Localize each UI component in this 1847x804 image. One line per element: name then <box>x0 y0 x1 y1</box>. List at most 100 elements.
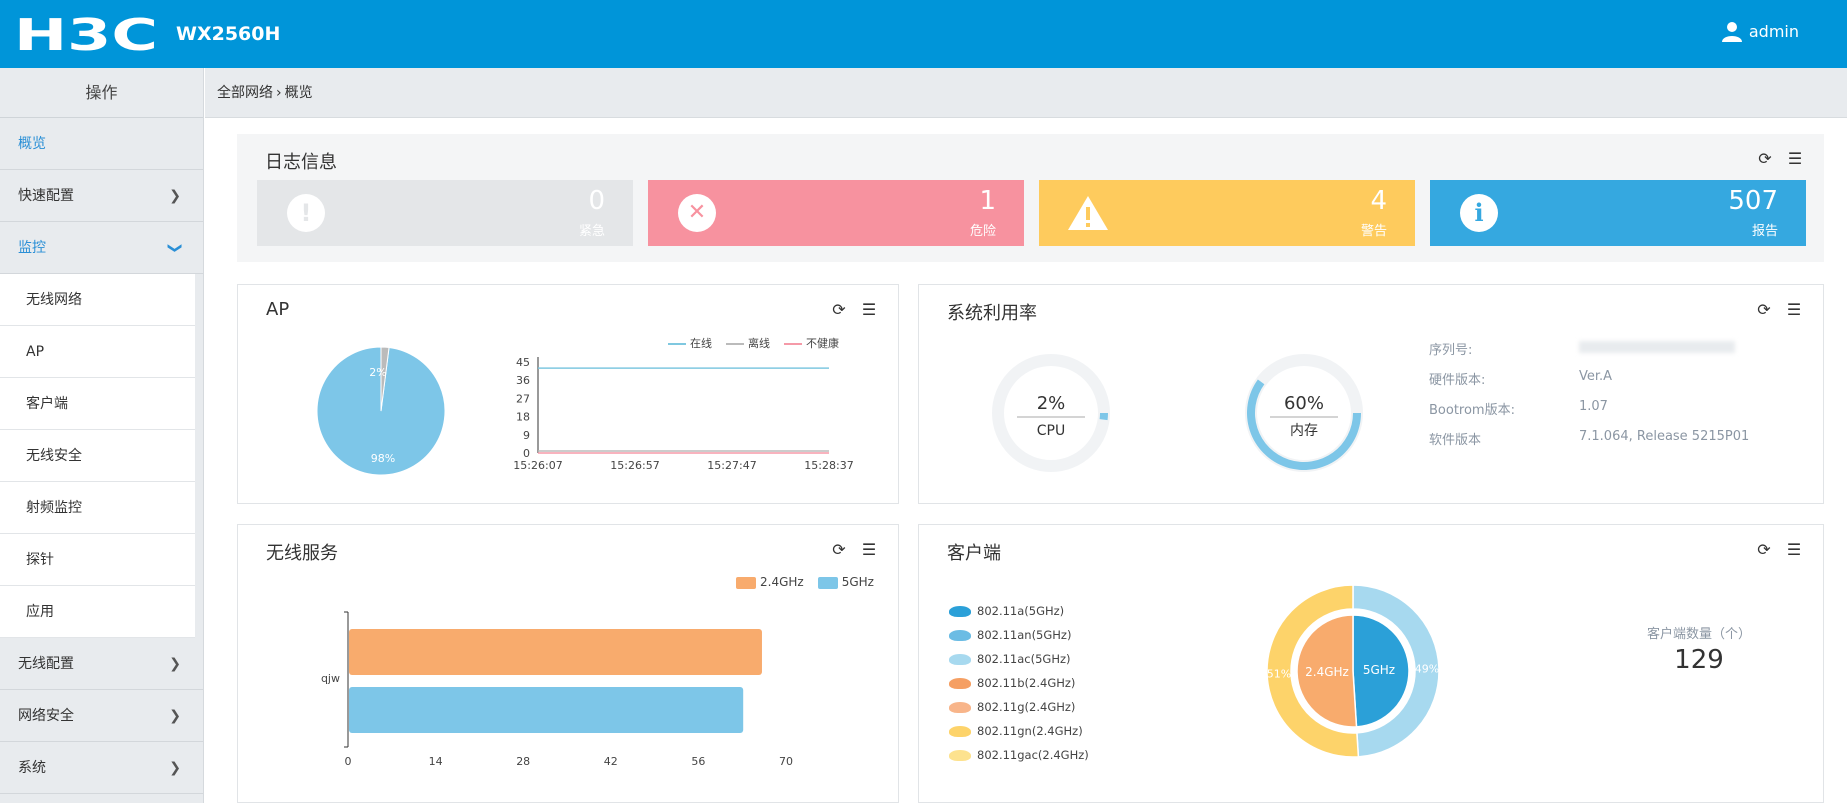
list-icon[interactable]: ☰ <box>861 300 877 319</box>
svg-text:H3C: H3C <box>14 12 158 56</box>
legend-swatch <box>949 653 971 665</box>
refresh-icon[interactable]: ⟳ <box>1757 300 1771 319</box>
list-icon[interactable]: ☰ <box>861 540 877 559</box>
legend-item[interactable]: 802.11gac(2.4GHz) <box>949 743 1089 767</box>
sidebar-item-system[interactable]: 系统 ❯ <box>0 742 203 794</box>
legend-label: 802.11gac(2.4GHz) <box>977 748 1089 762</box>
legend-item[interactable]: 802.11b(2.4GHz) <box>949 671 1089 695</box>
info-serial-value <box>1579 341 1735 353</box>
refresh-icon[interactable]: ⟳ <box>832 300 846 319</box>
info-bootrom-label: Bootrom版本: <box>1429 403 1515 418</box>
sidebar-subitem-app[interactable]: 应用 <box>0 586 195 638</box>
legend-item[interactable]: 802.11an(5GHz) <box>949 623 1089 647</box>
clients-legend: 802.11a(5GHz) 802.11an(5GHz) 802.11ac(5GHz… <box>949 599 1089 767</box>
x-tick-label: 15:26:57 <box>610 459 659 472</box>
legend-swatch <box>949 629 971 641</box>
ap-panel-tools: ⟳ ☰ <box>830 301 878 319</box>
client-count-label: 客户端数量（个） <box>1646 627 1751 642</box>
legend-swatch <box>949 725 971 737</box>
info-hardware-label: 硬件版本: <box>1429 373 1486 388</box>
sidebar-subitem-ap[interactable]: AP <box>0 326 195 378</box>
log-card-label: 警告 <box>1360 224 1387 239</box>
mem-value: 60% <box>1284 393 1324 414</box>
chevron-down-icon: ❯ <box>167 242 184 254</box>
legend-item[interactable]: 802.11gn(2.4GHz) <box>949 719 1089 743</box>
wireless-bar-chart: qjw 0 14 28 42 56 70 <box>321 611 793 768</box>
legend-label: 802.11g(2.4GHz) <box>977 700 1076 714</box>
sidebar-item-quick-config[interactable]: 快速配置 ❯ <box>0 170 203 222</box>
info-software-value: 7.1.064, Release 5215P01 <box>1579 429 1750 444</box>
category-label: qjw <box>321 672 340 685</box>
log-card-emergency[interactable]: ! 0 紧急 <box>257 180 633 246</box>
log-card-report[interactable]: i 507 报告 <box>1430 180 1806 246</box>
cpu-value: 2% <box>1037 393 1066 414</box>
legend-5g: 5GHz <box>817 575 874 589</box>
y-tick-label: 0 <box>523 447 530 460</box>
log-card-critical[interactable]: ✕ 1 危险 <box>648 180 1024 246</box>
y-tick-label: 36 <box>516 374 530 387</box>
user-menu[interactable]: admin <box>1721 20 1799 42</box>
sidebar-item-monitor[interactable]: 监控 ❯ <box>0 222 203 274</box>
log-card-label: 报告 <box>1751 224 1778 239</box>
sidebar-subitem-probe[interactable]: 探针 <box>0 534 195 586</box>
sidebar-subitem-wireless-network[interactable]: 无线网络 <box>0 274 195 326</box>
sys-panel: 系统利用率 ⟳ ☰ 2% CPU 60% 内存 序列号: 硬件版本: Ver.A Bo… <box>918 284 1824 504</box>
outer-ring-slice <box>1352 584 1440 758</box>
x-tick-label: 28 <box>516 755 530 768</box>
log-card-label: 危险 <box>969 224 996 239</box>
info-software-label: 软件版本 <box>1429 433 1482 448</box>
refresh-icon[interactable]: ⟳ <box>1758 149 1772 168</box>
clients-donut-chart: 49% 51% 5GHz 2.4GHz <box>1266 584 1440 758</box>
refresh-icon[interactable]: ⟳ <box>1757 540 1771 559</box>
list-icon[interactable]: ☰ <box>1787 149 1803 168</box>
legend-item[interactable]: 802.11ac(5GHz) <box>949 647 1089 671</box>
mem-gauge-fill <box>1247 379 1361 470</box>
clients-panel-title: 客户端 <box>947 543 1001 564</box>
legend-swatch <box>949 749 971 761</box>
list-icon[interactable]: ☰ <box>1786 540 1802 559</box>
log-card-count: 1 <box>979 186 996 216</box>
log-card-warning[interactable]: 4 警告 <box>1039 180 1415 246</box>
legend-2g: 2.4GHz <box>736 575 804 589</box>
ap-panel-title: AP <box>266 299 290 320</box>
log-card-count: 4 <box>1370 186 1387 216</box>
x-tick-label: 70 <box>779 755 793 768</box>
clients-panel-tools: ⟳ ☰ <box>1755 541 1803 559</box>
y-tick-label: 18 <box>516 411 530 424</box>
log-panel-title: 日志信息 <box>265 152 337 173</box>
legend-item[interactable]: 802.11g(2.4GHz) <box>949 695 1089 719</box>
info-bootrom-value: 1.07 <box>1579 399 1608 414</box>
sidebar-item-wireless-config[interactable]: 无线配置 ❯ <box>0 638 203 690</box>
legend-label: 802.11ac(5GHz) <box>977 652 1071 666</box>
sidebar-subitem-wireless-security[interactable]: 无线安全 <box>0 430 195 482</box>
sidebar-subitem-client[interactable]: 客户端 <box>0 378 195 430</box>
info-hardware-value: Ver.A <box>1579 369 1613 384</box>
log-card-label: 紧急 <box>578 224 605 239</box>
wireless-panel: 无线服务 ⟳ ☰ 2.4GHz 5GHz qjw 0 14 28 42 56 70 <box>237 524 899 803</box>
inner-pie-slice <box>1352 614 1410 728</box>
pie-label-offline: 2% <box>369 366 386 379</box>
sidebar-item-overview[interactable]: 概览 <box>0 118 203 170</box>
wireless-chart-legend: 2.4GHz 5GHz <box>736 575 874 589</box>
clients-panel: 客户端 ⟳ ☰ 802.11a(5GHz) 802.11an(5GHz) 802.1… <box>918 524 1824 803</box>
x-tick-label: 15:28:37 <box>804 459 853 472</box>
breadcrumb-root[interactable]: 全部网络 <box>217 85 273 101</box>
list-icon[interactable]: ☰ <box>1786 300 1802 319</box>
sidebar-item-network-security[interactable]: 网络安全 ❯ <box>0 690 203 742</box>
sidebar-subitem-rf-monitor[interactable]: 射频监控 <box>0 482 195 534</box>
legend-item[interactable]: 802.11a(5GHz) <box>949 599 1089 623</box>
top-bar: H3C WX2560H admin <box>0 0 1847 68</box>
chevron-right-icon: ❯ <box>169 656 181 672</box>
info-icon: i <box>1460 194 1498 232</box>
bar-2.4GHz <box>349 629 762 675</box>
y-tick-label: 27 <box>516 392 530 405</box>
legend-unhealthy: 不健康 <box>784 335 839 351</box>
legend-offline: 离线 <box>726 335 770 351</box>
refresh-icon[interactable]: ⟳ <box>832 540 846 559</box>
legend-label: 802.11b(2.4GHz) <box>977 676 1076 690</box>
cpu-name: CPU <box>1037 423 1065 439</box>
warning-icon <box>1068 196 1108 230</box>
ap-panel: AP ⟳ ☰ 2% 98% 在线 离线 不健康 45 36 27 18 9 0 15:26:0… <box>237 284 899 504</box>
ap-line-chart: 45 36 27 18 9 015:26:07 15:26:57 15:27:47 15:28:… <box>513 356 853 472</box>
log-card-count: 507 <box>1728 186 1778 216</box>
